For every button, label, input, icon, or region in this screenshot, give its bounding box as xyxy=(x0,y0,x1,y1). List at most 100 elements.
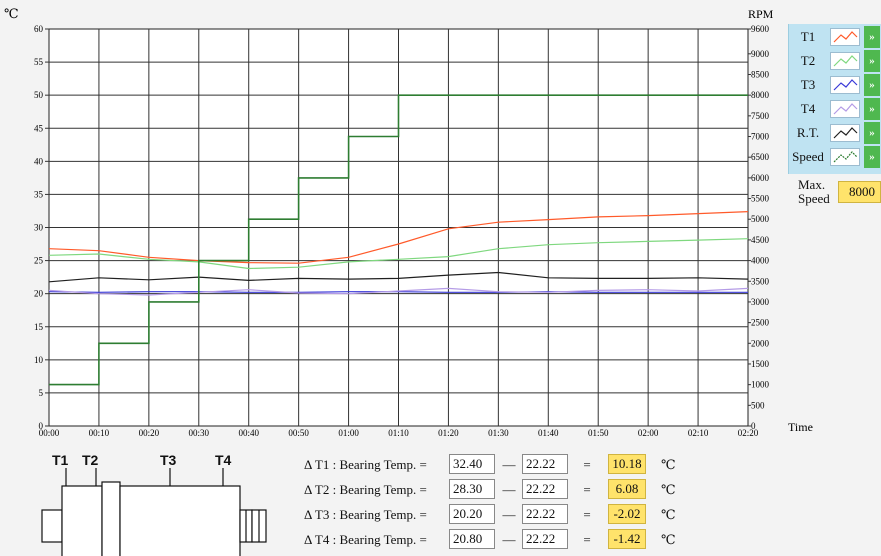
y-right-tick-label: 5500 xyxy=(751,194,770,204)
formula-label: Δ T2 : Bearing Temp. = xyxy=(304,482,427,497)
t2-toggle-button[interactable]: » xyxy=(864,50,880,72)
y-right-tick-label: 2500 xyxy=(751,318,770,328)
t4-swatch-icon xyxy=(830,100,860,118)
legend-panel: T1 » T2 » T3 » T4 » R.T. » Speed » xyxy=(788,24,881,174)
y-left-tick-label: 25 xyxy=(34,256,44,266)
y-right-tick-label: 4500 xyxy=(751,235,770,245)
t3-swatch-icon xyxy=(830,76,860,94)
minus-sign: — xyxy=(502,482,516,497)
axis-ticks: 00:00 00:10 00:20 00:30 00:40 00:50 01:00 01:10… xyxy=(34,24,770,438)
max-speed-label-line1: Max. xyxy=(798,177,826,192)
legend-item-speed[interactable]: Speed » xyxy=(789,145,881,169)
bearing-shaft-diagram xyxy=(41,468,267,556)
y-right-tick-label: 6000 xyxy=(751,173,770,183)
room-temp-field[interactable]: 22.22 xyxy=(522,529,568,549)
max-speed-label-line2: Speed xyxy=(798,191,830,206)
x-tick-label: 00:50 xyxy=(288,428,309,438)
unit-label: ℃ xyxy=(661,532,676,547)
y-right-tick-label: 4000 xyxy=(751,256,770,266)
legend-item-t1[interactable]: T1 » xyxy=(789,25,881,49)
y-left-tick-label: 50 xyxy=(34,90,44,100)
t1-toggle-button[interactable]: » xyxy=(864,26,880,48)
bearing-label-t4: T4 xyxy=(215,452,232,468)
legend-label: T1 xyxy=(800,29,816,44)
y-left-tick-label: 15 xyxy=(34,322,44,332)
formula-label: Δ T4 : Bearing Temp. = xyxy=(304,532,427,547)
y-right-tick-label: 0 xyxy=(751,421,756,431)
x-tick-label: 01:20 xyxy=(438,428,459,438)
y-right-tick-label: 7000 xyxy=(751,132,770,142)
y-right-tick-label: 8000 xyxy=(751,90,770,100)
series-lines xyxy=(48,94,749,386)
bearing-label-t1: T1 xyxy=(52,452,69,468)
left-axis-unit: ℃ xyxy=(4,6,19,21)
y-left-tick-label: 55 xyxy=(34,57,44,67)
right-axis-unit: RPM xyxy=(748,7,774,21)
series-line-t4 xyxy=(48,287,749,296)
max-speed-field[interactable]: 8000 xyxy=(838,181,881,203)
y-right-tick-label: 7500 xyxy=(751,111,770,121)
y-left-tick-label: 30 xyxy=(34,223,44,233)
y-right-tick-label: 8500 xyxy=(751,69,770,79)
legend-item-t4[interactable]: T4 » xyxy=(789,97,881,121)
rt-swatch-icon xyxy=(830,124,860,142)
chart: ℃ RPM Time 00:00 00:10 00:20 00:30 00:40 00:5… xyxy=(4,6,813,438)
delta-result: 10.18 xyxy=(608,454,646,474)
y-left-tick-label: 5 xyxy=(39,388,44,398)
y-left-tick-label: 0 xyxy=(39,421,44,431)
t1-swatch-icon xyxy=(830,28,860,46)
y-left-tick-label: 60 xyxy=(34,24,44,34)
y-right-tick-label: 9000 xyxy=(751,49,770,59)
legend-item-rt[interactable]: R.T. » xyxy=(789,121,881,145)
series-line-t3 xyxy=(48,291,748,293)
x-tick-label: 00:30 xyxy=(189,428,210,438)
x-tick-label: 02:10 xyxy=(688,428,709,438)
formula-label: Δ T3 : Bearing Temp. = xyxy=(304,507,427,522)
y-left-tick-label: 10 xyxy=(34,355,44,365)
bearing-temp-field[interactable]: 28.30 xyxy=(449,479,495,499)
legend-label: Speed xyxy=(792,149,824,164)
t4-toggle-button[interactable]: » xyxy=(864,98,880,120)
y-left-tick-label: 45 xyxy=(34,123,44,133)
x-tick-label: 00:10 xyxy=(89,428,110,438)
x-tick-label: 00:00 xyxy=(39,428,60,438)
bearing-temp-field[interactable]: 20.20 xyxy=(449,504,495,524)
bearing-temp-field[interactable]: 20.80 xyxy=(449,529,495,549)
speed-toggle-button[interactable]: » xyxy=(864,146,880,168)
legend-label: T4 xyxy=(800,101,816,116)
room-temp-field[interactable]: 22.22 xyxy=(522,479,568,499)
x-tick-label: 01:30 xyxy=(488,428,509,438)
t3-toggle-button[interactable]: » xyxy=(864,74,880,96)
legend-label: T2 xyxy=(800,53,816,68)
room-temp-field[interactable]: 22.22 xyxy=(522,454,568,474)
equals-sign: = xyxy=(583,532,591,547)
legend-item-t3[interactable]: T3 » xyxy=(789,73,881,97)
bearing-label-t3: T3 xyxy=(160,452,177,468)
y-right-tick-label: 1500 xyxy=(751,359,770,369)
legend-item-t2[interactable]: T2 » xyxy=(789,49,881,73)
speed-swatch-icon xyxy=(830,148,860,166)
minus-sign: — xyxy=(502,457,516,472)
max-speed-label: Max. Speed xyxy=(798,178,830,206)
series-line-t1 xyxy=(48,211,749,264)
y-right-tick-label: 500 xyxy=(751,400,765,410)
bearing-label-t2: T2 xyxy=(82,452,99,468)
x-tick-label: 01:50 xyxy=(588,428,609,438)
series-line-r-t xyxy=(48,271,749,283)
rt-toggle-button[interactable]: » xyxy=(864,122,880,144)
x-tick-label: 01:10 xyxy=(388,428,409,438)
delta-result: -2.02 xyxy=(608,504,646,524)
bearing-temp-field[interactable]: 32.40 xyxy=(449,454,495,474)
x-tick-label: 01:40 xyxy=(538,428,559,438)
y-left-tick-label: 20 xyxy=(34,289,44,299)
room-temp-field[interactable]: 22.22 xyxy=(522,504,568,524)
y-right-tick-label: 6500 xyxy=(751,152,770,162)
series-line-t2 xyxy=(48,238,749,270)
x-axis-label: Time xyxy=(788,420,813,434)
x-tick-label: 01:00 xyxy=(338,428,359,438)
x-tick-label: 00:40 xyxy=(238,428,259,438)
y-right-tick-label: 3000 xyxy=(751,297,770,307)
minus-sign: — xyxy=(502,507,516,522)
x-tick-label: 00:20 xyxy=(139,428,160,438)
equals-sign: = xyxy=(583,507,591,522)
